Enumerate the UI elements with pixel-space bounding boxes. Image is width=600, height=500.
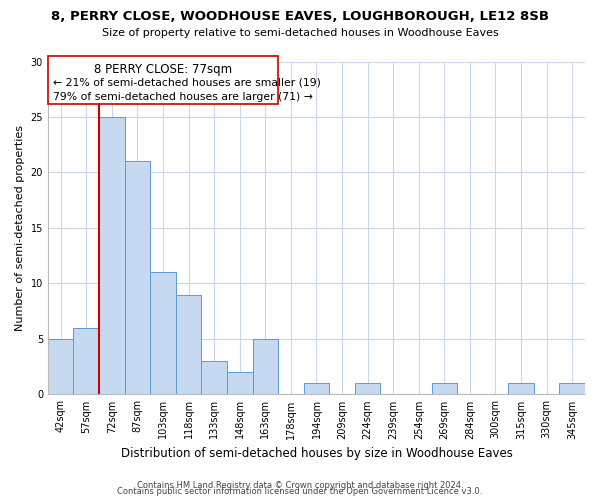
Bar xyxy=(73,328,99,394)
Text: ← 21% of semi-detached houses are smaller (19): ← 21% of semi-detached houses are smalle… xyxy=(53,78,321,88)
X-axis label: Distribution of semi-detached houses by size in Woodhouse Eaves: Distribution of semi-detached houses by … xyxy=(121,447,512,460)
Bar xyxy=(202,361,227,394)
Bar xyxy=(176,294,202,394)
Text: 79% of semi-detached houses are larger (71) →: 79% of semi-detached houses are larger (… xyxy=(53,92,313,102)
Text: 8, PERRY CLOSE, WOODHOUSE EAVES, LOUGHBOROUGH, LE12 8SB: 8, PERRY CLOSE, WOODHOUSE EAVES, LOUGHBO… xyxy=(51,10,549,23)
Bar xyxy=(125,162,150,394)
Bar xyxy=(355,384,380,394)
Bar xyxy=(48,339,73,394)
Text: Contains public sector information licensed under the Open Government Licence v3: Contains public sector information licen… xyxy=(118,487,482,496)
Bar xyxy=(227,372,253,394)
Text: 8 PERRY CLOSE: 77sqm: 8 PERRY CLOSE: 77sqm xyxy=(94,62,232,76)
Text: Size of property relative to semi-detached houses in Woodhouse Eaves: Size of property relative to semi-detach… xyxy=(101,28,499,38)
Bar xyxy=(508,384,534,394)
Bar xyxy=(304,384,329,394)
Bar xyxy=(99,117,125,394)
Bar xyxy=(150,272,176,394)
Text: Contains HM Land Registry data © Crown copyright and database right 2024.: Contains HM Land Registry data © Crown c… xyxy=(137,481,463,490)
Y-axis label: Number of semi-detached properties: Number of semi-detached properties xyxy=(15,125,25,331)
FancyBboxPatch shape xyxy=(48,56,278,104)
Bar xyxy=(431,384,457,394)
Bar xyxy=(253,339,278,394)
Bar xyxy=(559,384,585,394)
